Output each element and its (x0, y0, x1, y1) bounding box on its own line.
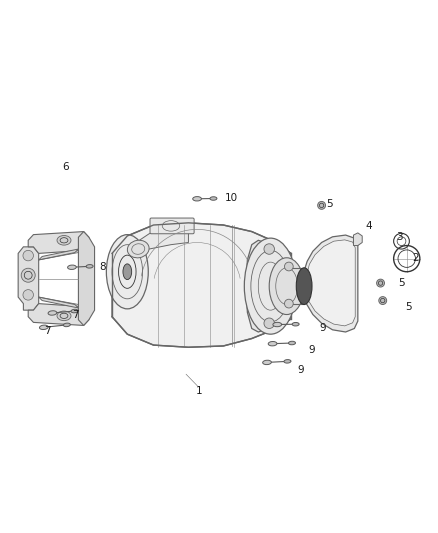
Text: 10: 10 (225, 192, 238, 203)
Ellipse shape (269, 258, 304, 314)
Ellipse shape (57, 311, 71, 321)
Ellipse shape (377, 279, 385, 287)
Ellipse shape (193, 197, 201, 201)
Text: 5: 5 (326, 199, 332, 209)
Ellipse shape (48, 311, 57, 315)
Ellipse shape (71, 309, 78, 313)
Ellipse shape (285, 299, 293, 308)
Text: 3: 3 (396, 232, 403, 242)
Ellipse shape (210, 197, 217, 200)
Ellipse shape (64, 323, 71, 327)
Ellipse shape (273, 322, 282, 327)
Text: 5: 5 (405, 302, 411, 312)
Text: 7: 7 (45, 326, 51, 336)
Ellipse shape (39, 325, 48, 329)
Polygon shape (112, 223, 291, 348)
Polygon shape (28, 231, 89, 253)
Ellipse shape (244, 238, 297, 334)
Polygon shape (353, 233, 362, 246)
FancyBboxPatch shape (150, 218, 194, 234)
Ellipse shape (106, 235, 148, 309)
Text: 9: 9 (320, 324, 326, 334)
Ellipse shape (289, 341, 296, 345)
Text: 2: 2 (412, 253, 419, 263)
Ellipse shape (268, 342, 277, 346)
Ellipse shape (23, 289, 33, 300)
Polygon shape (39, 297, 78, 308)
Polygon shape (78, 231, 95, 326)
Polygon shape (18, 247, 39, 310)
Polygon shape (39, 249, 78, 260)
Ellipse shape (23, 251, 33, 261)
Text: 9: 9 (298, 366, 304, 375)
Polygon shape (28, 304, 89, 326)
Ellipse shape (21, 268, 35, 282)
Ellipse shape (292, 322, 299, 326)
Ellipse shape (296, 268, 312, 304)
Ellipse shape (57, 236, 71, 245)
Ellipse shape (123, 264, 132, 280)
Text: 6: 6 (62, 162, 69, 172)
Text: 5: 5 (398, 278, 405, 288)
Text: 8: 8 (99, 262, 106, 272)
Ellipse shape (264, 318, 275, 328)
Polygon shape (246, 240, 293, 332)
Text: 1: 1 (196, 386, 203, 396)
Ellipse shape (263, 360, 272, 365)
Ellipse shape (127, 240, 149, 258)
Polygon shape (127, 227, 188, 260)
Ellipse shape (379, 297, 387, 304)
Ellipse shape (264, 244, 275, 254)
Polygon shape (304, 235, 358, 332)
Text: 9: 9 (308, 345, 315, 356)
Ellipse shape (67, 265, 76, 270)
Text: 7: 7 (72, 310, 79, 320)
Ellipse shape (284, 360, 291, 363)
Ellipse shape (318, 201, 325, 209)
Ellipse shape (86, 264, 93, 268)
Polygon shape (307, 240, 355, 326)
Ellipse shape (285, 262, 293, 271)
Text: 4: 4 (365, 221, 372, 231)
